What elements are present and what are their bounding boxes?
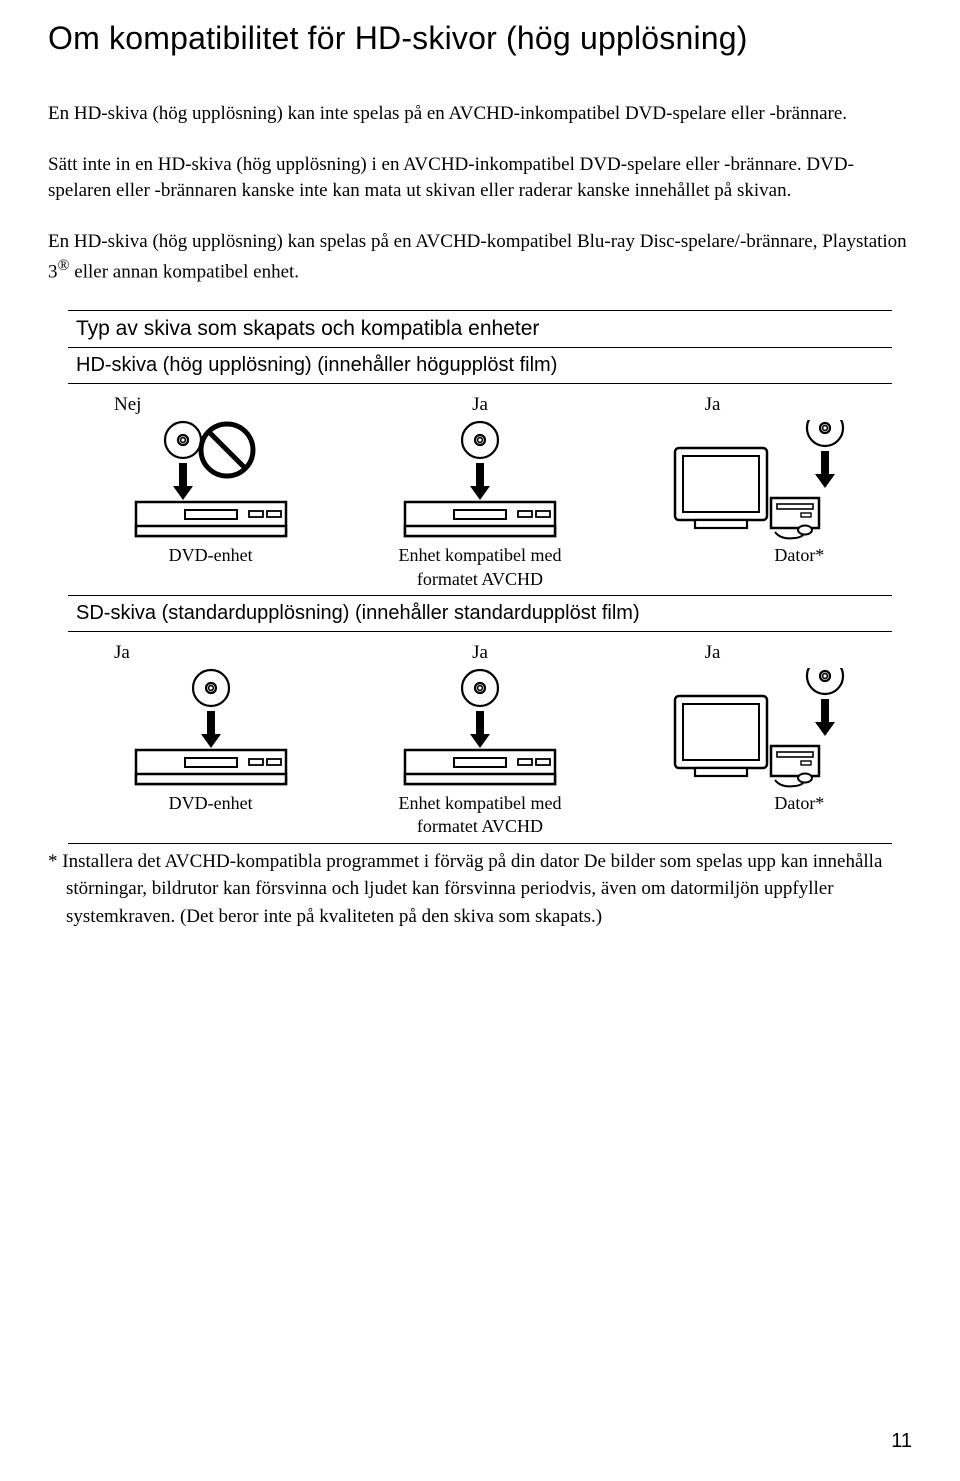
avchd-player-icon xyxy=(380,668,580,788)
sd-cell-dvd: Ja DVD-enhet xyxy=(76,642,345,839)
sd-computer-label: Ja xyxy=(615,642,721,664)
hd-dvd-caption: DVD-enhet xyxy=(169,544,253,567)
hd-cell-avchd: Ja Enhet kompatibel med formatet AVCHD xyxy=(345,394,614,591)
hd-row: Nej DVD-enhet Ja Enhet kompatibel med xyxy=(68,384,892,596)
hd-avchd-cap2: formatet AVCHD xyxy=(417,569,543,589)
hd-cell-computer: Ja Dator* xyxy=(615,394,884,591)
hd-avchd-caption: Enhet kompatibel med formatet AVCHD xyxy=(399,544,562,591)
sd-row-header: SD-skiva (standardupplösning) (innehålle… xyxy=(68,596,892,632)
table-header: Typ av skiva som skapats och kompatibla … xyxy=(68,310,892,348)
sd-cell-computer: Ja Dator* xyxy=(615,642,884,839)
page-title: Om kompatibilitet för HD-skivor (hög upp… xyxy=(48,20,912,57)
computer-icon xyxy=(629,420,869,540)
sd-computer-caption: Dator* xyxy=(674,792,824,815)
hd-dvd-label: Nej xyxy=(76,394,141,416)
hd-avchd-label: Ja xyxy=(472,394,488,416)
page-number: 11 xyxy=(891,1430,912,1453)
dvd-player-no-icon xyxy=(111,420,311,540)
avchd-player-icon xyxy=(380,420,580,540)
footnote: * Installera det AVCHD-kompatibla progra… xyxy=(48,848,912,931)
computer-icon xyxy=(629,668,869,788)
sd-avchd-label: Ja xyxy=(472,642,488,664)
sd-dvd-caption: DVD-enhet xyxy=(169,792,253,815)
sd-avchd-caption: Enhet kompatibel med formatet AVCHD xyxy=(399,792,562,839)
paragraph-1: En HD-skiva (hög upplösning) kan inte sp… xyxy=(48,101,912,128)
sd-cell-avchd: Ja Enhet kompatibel med formatet AVCHD xyxy=(345,642,614,839)
sd-dvd-label: Ja xyxy=(76,642,130,664)
hd-avchd-cap1: Enhet kompatibel med xyxy=(399,545,562,565)
compatibility-table: Typ av skiva som skapats och kompatibla … xyxy=(68,310,892,844)
hd-cell-dvd: Nej DVD-enhet xyxy=(76,394,345,591)
hd-computer-caption: Dator* xyxy=(674,544,824,567)
sd-row: Ja DVD-enhet Ja Enhet kompatibel med for… xyxy=(68,632,892,844)
paragraph-3: En HD-skiva (hög upplösning) kan spelas … xyxy=(48,229,912,287)
dvd-player-icon xyxy=(111,668,311,788)
sd-avchd-cap2: formatet AVCHD xyxy=(417,816,543,836)
paragraph-2: Sätt inte in en HD-skiva (hög upplösning… xyxy=(48,152,912,205)
hd-row-header: HD-skiva (hög upplösning) (innehåller hö… xyxy=(68,348,892,384)
hd-computer-label: Ja xyxy=(615,394,721,416)
sd-avchd-cap1: Enhet kompatibel med xyxy=(399,793,562,813)
paragraph-3b: eller annan kompatibel enhet. xyxy=(70,262,300,283)
